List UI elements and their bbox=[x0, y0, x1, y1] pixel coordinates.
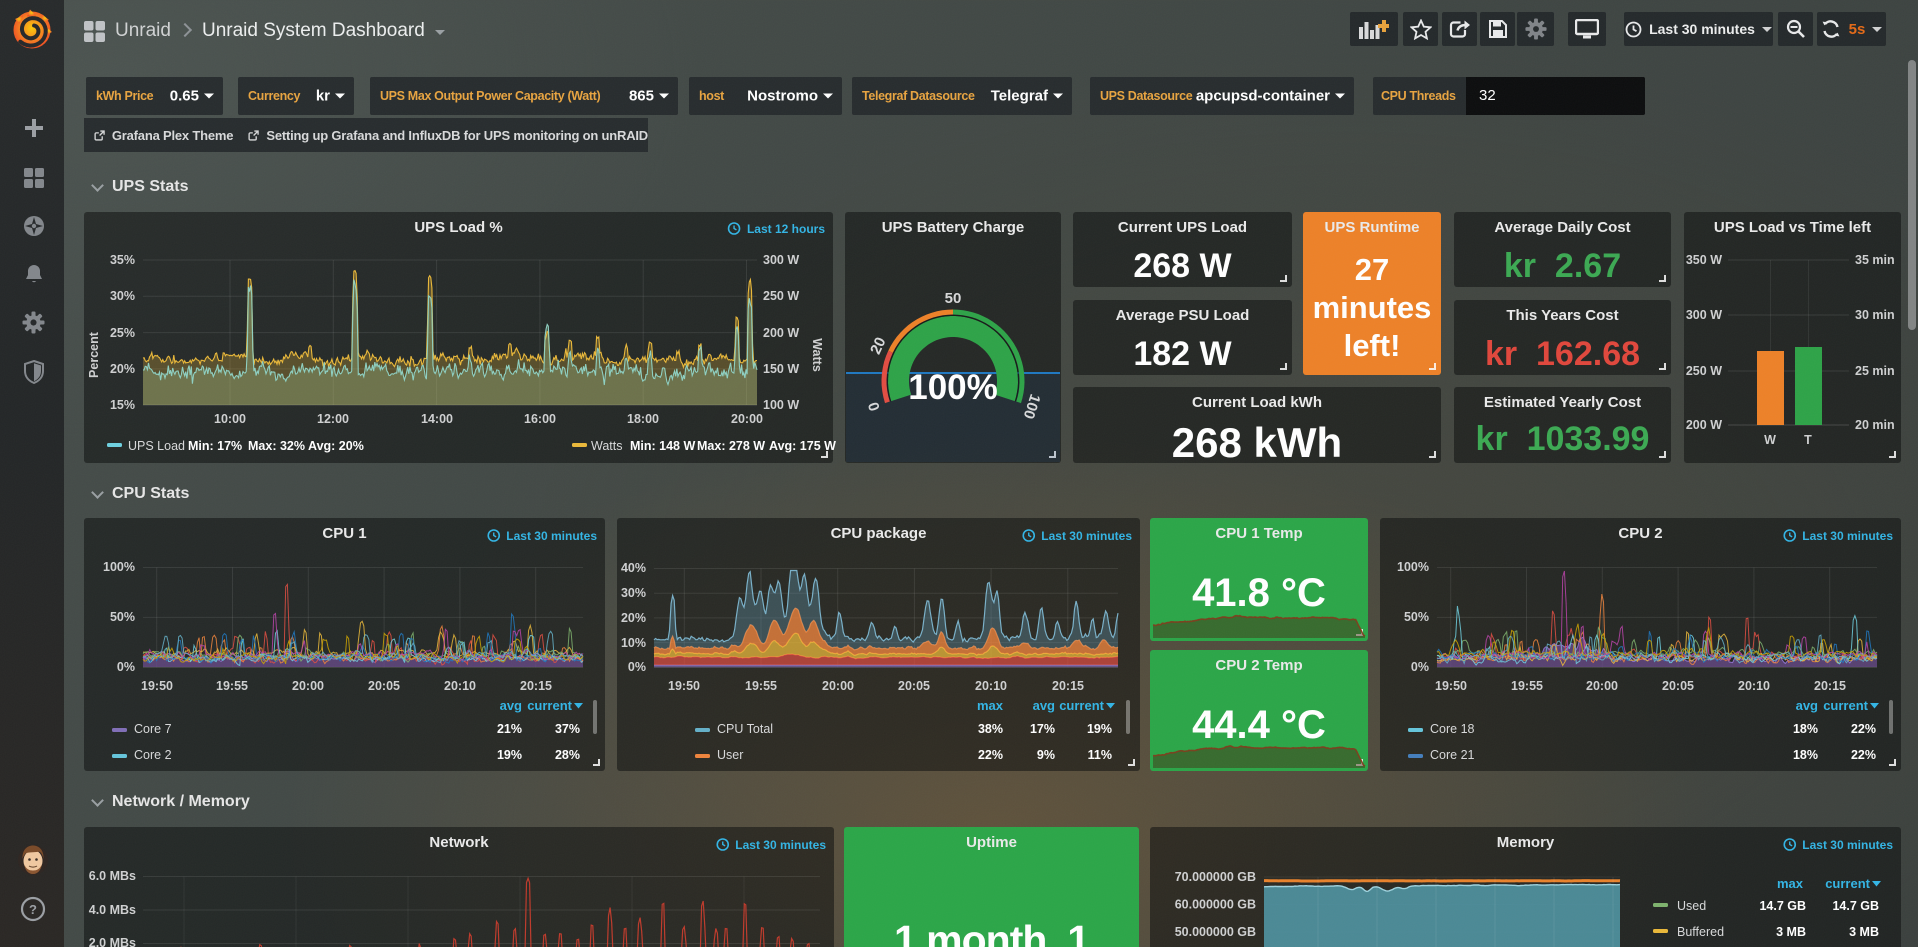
svg-text:?: ? bbox=[29, 902, 37, 917]
